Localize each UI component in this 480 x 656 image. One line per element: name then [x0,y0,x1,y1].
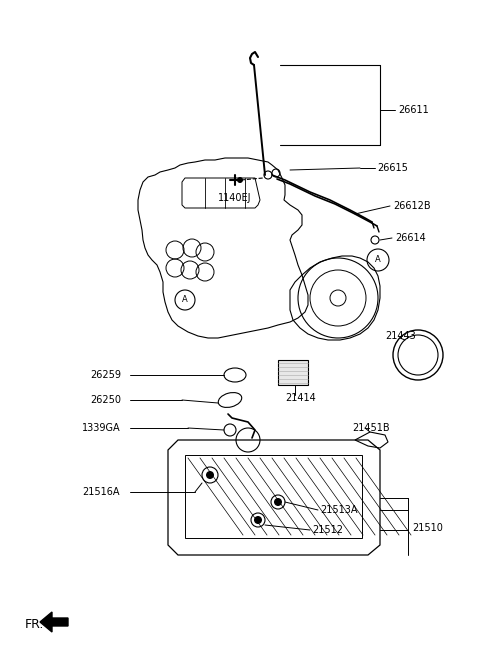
Text: 26250: 26250 [90,395,121,405]
Text: A: A [182,295,188,304]
Text: FR.: FR. [25,619,44,632]
Polygon shape [40,612,68,632]
Text: 21451B: 21451B [352,423,390,433]
Text: 21516A: 21516A [82,487,120,497]
Text: 26615: 26615 [377,163,408,173]
Text: 26614: 26614 [395,233,426,243]
Text: 26612B: 26612B [393,201,431,211]
Circle shape [274,498,282,506]
Text: 21510: 21510 [412,523,443,533]
Text: 1339GA: 1339GA [82,423,120,433]
Circle shape [254,516,262,524]
Text: 21512: 21512 [312,525,343,535]
Text: A: A [375,255,381,264]
Text: 21443: 21443 [385,331,416,341]
Text: 1140EJ: 1140EJ [218,193,252,203]
Circle shape [237,177,243,183]
Text: 21513A: 21513A [320,505,358,515]
Text: 26611: 26611 [398,105,429,115]
Text: 26259: 26259 [90,370,121,380]
Circle shape [206,471,214,479]
Polygon shape [278,360,308,385]
Text: 21414: 21414 [285,393,316,403]
